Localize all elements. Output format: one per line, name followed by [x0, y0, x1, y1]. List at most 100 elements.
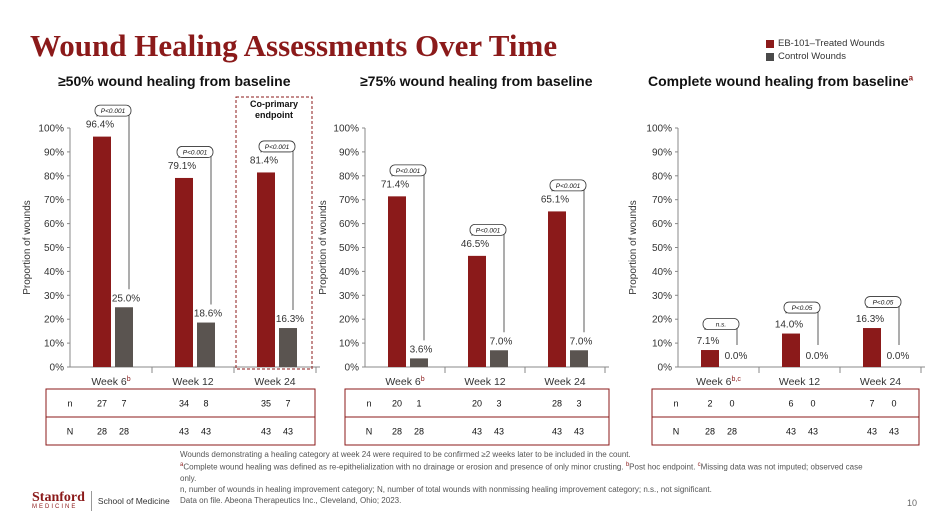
chart-3-y-tick-label: 60%: [652, 219, 672, 230]
chart-1-y-tick-label: 70%: [44, 195, 64, 206]
chart-3-label-treated-1: 7.1%: [697, 336, 720, 347]
chart-3-y-tick-label: 70%: [652, 195, 672, 206]
logo-divider: [90, 491, 92, 511]
chart-2-y-tick-label: 30%: [339, 291, 359, 302]
chart-1-label-control-3: 16.3%: [276, 314, 304, 325]
chart-3-category-1: Week 6b,c: [696, 376, 741, 388]
chart-1-y-tick-label: 10%: [44, 339, 64, 350]
chart-1-bar-treated-2: [175, 177, 193, 367]
page-number: 10: [907, 498, 918, 508]
chart-1-pvalue-pill-2: [176, 146, 214, 158]
chart-1-pvalue-2: P<0.001: [183, 149, 208, 156]
chart-1-table-N-control-3: 43: [283, 427, 293, 437]
chart-3-pvalue-1: n.s.: [716, 322, 727, 329]
chart-2-category-3: Week 24: [544, 376, 585, 388]
chart-1-y-tick-label: 20%: [44, 315, 64, 326]
chart-1-y-tick-label: 60%: [44, 219, 64, 230]
chart-2-pvalue-2: P<0.001: [476, 227, 501, 234]
legend-swatch-treated: [766, 39, 774, 48]
chart-2-bar-treated-2: [468, 255, 486, 367]
chart-3-y-tick-label: 50%: [652, 243, 672, 254]
chart-1-y-tick-label: 0%: [50, 363, 65, 374]
chart-3-label-control-3: 0.0%: [887, 351, 910, 362]
chart-2-bar-control-2: [490, 350, 508, 367]
chart-1-label-treated-1: 96.4%: [86, 120, 114, 131]
chart-3-y-label: Proportion of wounds: [628, 200, 639, 295]
chart-1-bar-control-2: [197, 322, 215, 367]
chart-3-y-tick-label: 20%: [652, 315, 672, 326]
footnote-4: Data on file. Abeona Therapeutics Inc., …: [180, 495, 402, 505]
chart-1-pvalue-pill-1: [94, 104, 132, 117]
chart-3-table-N-control-2: 43: [808, 427, 818, 437]
chart-2-pvalue-3: P<0.001: [556, 183, 581, 190]
chart-2-label-control-3: 7.0%: [570, 336, 593, 347]
chart-1-table-N-control-1: 28: [119, 427, 129, 437]
chart-2-y-tick-label: 80%: [339, 171, 359, 182]
chart-2-y-tick-label: 10%: [339, 339, 359, 350]
chart-3-table-N-header: N: [673, 427, 680, 437]
chart-2-table-n-treated-2: 20: [472, 399, 482, 409]
chart-2-label-control-1: 3.6%: [410, 344, 433, 355]
chart-1-table-N-treated-3: 43: [261, 427, 271, 437]
chart-2-y-tick-label: 70%: [339, 195, 359, 206]
chart-1-table-N-control-2: 43: [201, 427, 211, 437]
chart-2-bar-treated-1: [388, 196, 406, 367]
stanford-wordmark: Stanford MEDICINE: [32, 491, 85, 511]
chart-2-category-2: Week 12: [464, 376, 505, 388]
chart-3-bar-treated-2: [782, 333, 800, 367]
chart-3-label-control-2: 0.0%: [806, 351, 829, 362]
chart-1-y-label: Proportion of wounds: [22, 200, 33, 295]
chart-1-bar-treated-3: [257, 172, 275, 367]
chart-2-table-N-control-1: 28: [414, 427, 424, 437]
chart-1-pvalue-pill-3: [258, 140, 296, 153]
chart-3-pvalue-pill-3: [864, 296, 902, 308]
chart-1-table-n-control-1: 7: [121, 399, 126, 409]
chart-1-pvalue-3: P<0.001: [265, 144, 290, 151]
chart-3-category-2: Week 12: [779, 376, 820, 388]
chart-3-table-N-control-3: 43: [889, 427, 899, 437]
chart-3-table-N-control-1: 28: [727, 427, 737, 437]
chart-3-bar-treated-3: [863, 328, 881, 367]
stanford-logo: Stanford MEDICINE School of Medicine: [32, 491, 170, 511]
chart-2-title: ≥75% wound healing from baseline: [360, 73, 593, 89]
chart-1-annotation-box: [235, 96, 313, 370]
chart-1-label-treated-2: 79.1%: [168, 161, 196, 172]
chart-3-y-tick-label: 90%: [652, 147, 672, 158]
chart-3-category-3: Week 24: [860, 376, 901, 388]
chart-1-y-tick-label: 100%: [38, 124, 64, 135]
chart-2-bar-control-1: [410, 358, 428, 367]
chart-1-y-tick-label: 30%: [44, 291, 64, 302]
chart-2-table-n-control-1: 1: [416, 399, 421, 409]
chart-3-table-n-control-3: 0: [891, 399, 896, 409]
chart-2-table-N-header: N: [366, 427, 373, 437]
chart-2-bar-treated-3: [548, 211, 566, 367]
logo-school: School of Medicine: [97, 496, 170, 506]
chart-1-title: ≥50% wound healing from baseline: [58, 73, 291, 89]
chart-3-y-tick-label: 30%: [652, 291, 672, 302]
legend-label-treated: EB-101–Treated Wounds: [778, 38, 885, 49]
chart-2-table-N-control-3: 43: [574, 427, 584, 437]
chart-3-label-treated-2: 14.0%: [775, 320, 803, 331]
chart-2-pvalue-pill-1: [389, 164, 427, 177]
chart-2-label-treated-3: 65.1%: [541, 194, 569, 205]
chart-2-category-1: Week 6b: [385, 376, 424, 388]
chart-1-label-treated-3: 81.4%: [250, 155, 278, 166]
chart-2-y-label: Proportion of wounds: [318, 200, 329, 295]
chart-3-table-n-header: n: [673, 399, 678, 409]
chart-3-pvalue-2: P<0.05: [792, 305, 813, 312]
chart-1-category-marker-1: b: [127, 376, 131, 383]
chart-1-y-tick-label: 40%: [44, 267, 64, 278]
chart-3-y-tick-label: 100%: [646, 124, 672, 135]
chart-1-label-control-1: 25.0%: [112, 293, 140, 304]
chart-1-bar-control-1: [115, 307, 133, 367]
chart-2-table-N-control-2: 43: [494, 427, 504, 437]
chart-3-pvalue-pill-2: [783, 301, 821, 314]
chart-3-title: Complete wound healing from baselinea: [648, 73, 914, 89]
footnote-3: n, number of wounds in healing improveme…: [180, 484, 712, 494]
chart-2-table-N-treated-2: 43: [472, 427, 482, 437]
chart-3-pvalue-pill-1: [702, 318, 740, 330]
chart-2-table-n-header: n: [366, 399, 371, 409]
legend: EB-101–Treated Wounds Control Wounds: [766, 37, 885, 63]
chart-2-category-marker-1: b: [421, 376, 425, 383]
chart-2-y-tick-label: 100%: [333, 124, 359, 135]
